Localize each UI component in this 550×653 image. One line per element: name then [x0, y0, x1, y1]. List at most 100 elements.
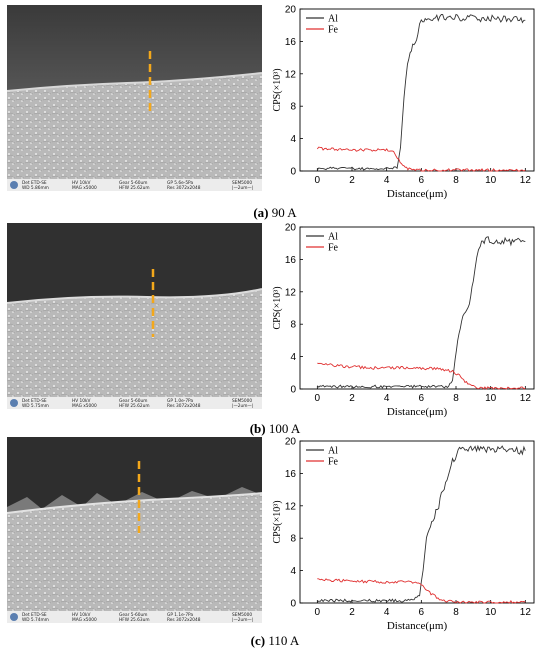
x-tick-label: 6	[419, 607, 425, 618]
y-tick-label: 8	[290, 534, 296, 545]
chart-a: 0 2 4 6 8 10 12 0 4 8 12 16 20 Distance(μm) CPS(×10³) A…	[270, 5, 542, 205]
panel-b: Det ETD-SE HV 10kV Gear 5-60um GP 1.0e-7…	[0, 223, 550, 439]
sem-image-c: Det ETD-SE HV 10kV Gear 5-60um GP 1.1e-7…	[7, 437, 262, 623]
y-tick-label: 16	[285, 37, 297, 48]
y-tick-label: 8	[290, 102, 296, 113]
svg-text:Gear 5-60um: Gear 5-60um	[119, 180, 147, 186]
svg-text:Res 3072x2048: Res 3072x2048	[167, 617, 201, 623]
x-tick-label: 0	[315, 175, 321, 186]
y-tick-label: 12	[285, 287, 297, 298]
x-axis-label: Distance(μm)	[387, 620, 448, 632]
sem-micrograph: Det ETD-SE HV 10kV Gear 5-60um GP 1.1e-7…	[7, 437, 262, 623]
series-line-al	[316, 236, 526, 389]
svg-text:|—2um—|: |—2um—|	[232, 403, 253, 409]
plot-frame	[299, 440, 535, 604]
legend-label: Al	[328, 232, 338, 243]
chart-c: 0 2 4 6 8 10 12 0 4 8 12 16 20 Distance(μm) CPS(×10³) A…	[270, 437, 542, 637]
y-tick-label: 0	[290, 385, 296, 396]
caption-c: (c) 110 A	[250, 633, 300, 648]
svg-text:WD 5.75mm: WD 5.75mm	[22, 403, 49, 409]
x-tick-label: 8	[453, 607, 459, 618]
series-line-fe	[317, 578, 526, 604]
y-tick-label: 20	[285, 437, 297, 448]
x-tick-label: 4	[384, 175, 390, 186]
x-tick-label: 6	[419, 175, 425, 186]
plot-frame	[299, 226, 535, 390]
series-line-fe	[316, 146, 526, 172]
sem-info-det: Det ETD-SE	[22, 180, 47, 186]
svg-text:|—2um—|: |—2um—|	[232, 617, 253, 623]
svg-text:MAG x5000: MAG x5000	[72, 403, 97, 409]
svg-text:Res 3072x2048: Res 3072x2048	[167, 185, 201, 191]
y-tick-label: 0	[290, 599, 296, 610]
x-tick-label: 4	[384, 393, 390, 404]
svg-text:GP 1.1e-7Pa: GP 1.1e-7Pa	[167, 612, 193, 618]
logo-icon	[10, 613, 18, 621]
x-tick-label: 10	[485, 607, 497, 618]
y-tick-label: 4	[290, 134, 296, 145]
y-tick-label: 20	[285, 223, 297, 234]
legend-label: Al	[328, 14, 338, 25]
x-tick-label: 2	[349, 175, 355, 186]
y-tick-label: 20	[285, 5, 297, 16]
y-tick-label: 16	[285, 469, 297, 480]
x-tick-label: 10	[485, 175, 497, 186]
svg-text:HFW 25.62um: HFW 25.62um	[119, 403, 150, 409]
chart-b: 0 2 4 6 8 10 12 0 4 8 12 16 20 Distance(μm) CPS(×10³) A…	[270, 223, 542, 423]
svg-text:WD 5.74mm: WD 5.74mm	[22, 617, 49, 623]
svg-text:|—2um—|: |—2um—|	[232, 185, 253, 191]
x-axis-label: Distance(μm)	[387, 406, 448, 418]
x-tick-label: 8	[453, 175, 459, 186]
svg-text:HFW 25.62um: HFW 25.62um	[119, 185, 150, 191]
svg-text:HV 10kV: HV 10kV	[72, 612, 90, 618]
svg-text:Det ETD-SE: Det ETD-SE	[22, 398, 47, 404]
plot-frame	[299, 8, 535, 172]
svg-text:WD 5.86mm: WD 5.86mm	[22, 185, 49, 191]
series-line-fe	[317, 362, 526, 390]
legend-label: Al	[328, 446, 338, 457]
panel-c: Det ETD-SE HV 10kV Gear 5-60um GP 1.1e-7…	[0, 437, 550, 653]
x-tick-label: 12	[520, 175, 532, 186]
svg-text:HV 10kV: HV 10kV	[72, 398, 90, 404]
x-tick-label: 0	[315, 607, 321, 618]
svg-text:Det ETD-SE: Det ETD-SE	[22, 612, 47, 618]
panel-a: Det ETD-SE HV 10kV Gear 5-60um GP 5.6e-5…	[0, 5, 550, 221]
y-tick-label: 0	[290, 167, 296, 178]
series-line-al	[317, 444, 526, 603]
svg-text:SEM5000: SEM5000	[232, 398, 252, 404]
svg-text:HV 10kV: HV 10kV	[72, 180, 90, 186]
y-axis-label: CPS(×10³)	[272, 68, 283, 111]
x-tick-label: 12	[520, 393, 532, 404]
sem-image-a: Det ETD-SE HV 10kV Gear 5-60um GP 5.6e-5…	[7, 5, 262, 191]
x-tick-label: 2	[349, 393, 355, 404]
svg-text:SEM5000: SEM5000	[232, 612, 252, 618]
legend-label: Fe	[328, 243, 339, 254]
svg-text:Res 3072x2048: Res 3072x2048	[167, 403, 201, 409]
legend-label: Fe	[328, 457, 339, 468]
sem-micrograph: Det ETD-SE HV 10kV Gear 5-60um GP 5.6e-5…	[7, 5, 262, 191]
x-tick-label: 6	[419, 393, 425, 404]
svg-text:Gear 5-60um: Gear 5-60um	[119, 612, 147, 618]
series-line-al	[316, 13, 526, 171]
sem-micrograph: Det ETD-SE HV 10kV Gear 5-60um GP 1.0e-7…	[7, 223, 262, 409]
y-tick-label: 4	[290, 352, 296, 363]
svg-text:Gear 5-60um: Gear 5-60um	[119, 398, 147, 404]
y-axis-label: CPS(×10³)	[272, 500, 283, 543]
logo-icon	[10, 399, 18, 407]
legend-label: Fe	[328, 25, 339, 36]
y-axis-label: CPS(×10³)	[272, 286, 283, 329]
y-tick-label: 8	[290, 320, 296, 331]
y-tick-label: 12	[285, 69, 297, 80]
x-tick-label: 12	[520, 607, 532, 618]
caption-b: (b) 100 A	[249, 421, 301, 436]
x-tick-label: 2	[349, 607, 355, 618]
y-tick-label: 12	[285, 501, 297, 512]
x-tick-label: 4	[384, 607, 390, 618]
svg-text:HFW 25.63um: HFW 25.63um	[119, 617, 150, 623]
svg-text:MAG x5000: MAG x5000	[72, 185, 97, 191]
svg-text:GP 1.0e-7Pa: GP 1.0e-7Pa	[167, 398, 193, 404]
svg-text:SEM5000: SEM5000	[232, 180, 252, 186]
svg-text:GP 5.6e-5Pa: GP 5.6e-5Pa	[167, 180, 193, 186]
x-tick-label: 0	[315, 393, 321, 404]
caption-a: (a) 90 A	[253, 205, 297, 220]
